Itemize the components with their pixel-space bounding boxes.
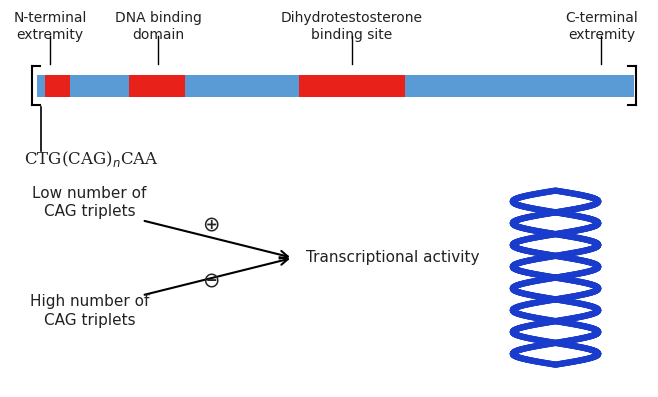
Text: Transcriptional activity: Transcriptional activity bbox=[306, 251, 480, 265]
Bar bbox=[299, 75, 405, 96]
Text: Low number of
CAG triplets: Low number of CAG triplets bbox=[32, 186, 147, 219]
Bar bbox=[129, 75, 184, 96]
Text: ⊕: ⊕ bbox=[202, 214, 220, 234]
Text: High number of
CAG triplets: High number of CAG triplets bbox=[30, 295, 149, 328]
Text: C-terminal
extremity: C-terminal extremity bbox=[565, 11, 638, 42]
Bar bbox=[37, 75, 634, 96]
Text: ⊖: ⊖ bbox=[202, 272, 220, 291]
Text: CTG(CAG)$_n$CAA: CTG(CAG)$_n$CAA bbox=[24, 149, 159, 169]
Text: Dihydrotestosterone
binding site: Dihydrotestosterone binding site bbox=[281, 11, 423, 42]
Bar bbox=[45, 75, 70, 96]
Text: DNA binding
domain: DNA binding domain bbox=[115, 11, 202, 42]
Text: N-terminal
extremity: N-terminal extremity bbox=[13, 11, 87, 42]
